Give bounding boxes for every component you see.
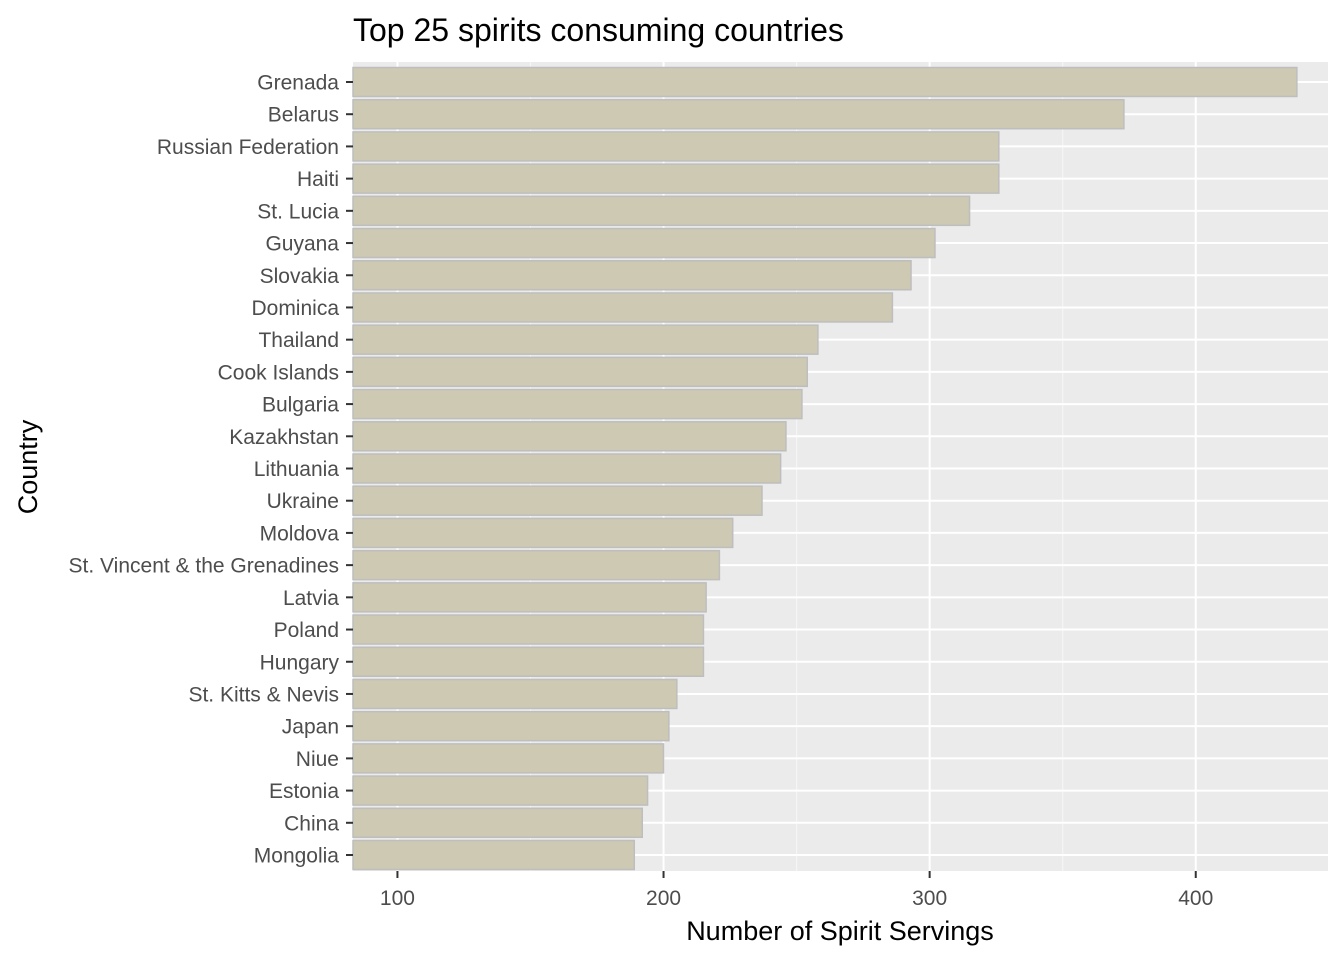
y-tick-label: Mongolia: [254, 845, 340, 868]
bar: [352, 678, 678, 710]
y-tick-label: Haiti: [297, 168, 339, 191]
chart-title: Top 25 spirits consuming countries: [353, 12, 844, 48]
bar: [352, 131, 1000, 162]
bar: [352, 163, 1000, 194]
x-tick-label: 400: [1178, 887, 1213, 910]
y-tick-label: Estonia: [269, 780, 339, 803]
y-tick-label: Bulgaria: [262, 394, 339, 417]
y-tick-label: St. Kitts & Nevis: [188, 683, 339, 706]
y-tick-label: Niue: [296, 748, 339, 771]
bar: [352, 356, 808, 388]
bar: [352, 710, 670, 742]
y-tick-label: Cook Islands: [218, 361, 339, 384]
y-tick-label: Slovakia: [260, 265, 340, 288]
bar: [352, 582, 707, 613]
bar: [352, 421, 787, 452]
y-tick-label: Latvia: [283, 587, 339, 610]
x-tick-label: 200: [646, 887, 681, 910]
bar: [352, 614, 705, 645]
x-axis-ticks: 100 200 300 400: [380, 871, 1213, 910]
y-tick-label: Belarus: [268, 104, 339, 127]
bar: [352, 646, 705, 677]
bar: [352, 775, 649, 806]
y-tick-label: Russian Federation: [157, 136, 339, 159]
bar: [352, 743, 665, 774]
x-axis-title: Number of Spirit Servings: [686, 916, 994, 946]
y-tick-label: Dominica: [251, 297, 339, 320]
y-tick-label: Kazakhstan: [229, 426, 339, 449]
y-tick-label: Ukraine: [267, 490, 339, 513]
y-axis-title: Country: [13, 419, 43, 514]
y-tick-label: Grenada: [257, 72, 339, 95]
y-tick-label: Japan: [282, 716, 339, 739]
y-tick-label: Hungary: [260, 651, 340, 674]
bar: [352, 66, 1298, 98]
bar: [352, 453, 782, 484]
x-tick-label: 100: [380, 887, 415, 910]
bar: [352, 195, 971, 227]
y-tick-label: China: [284, 812, 339, 835]
bar: [352, 807, 644, 839]
bar: [352, 485, 763, 516]
y-tick-label: St. Lucia: [257, 200, 339, 223]
bar: [352, 549, 721, 581]
bar: [352, 517, 734, 549]
bar: [352, 388, 803, 420]
x-tick-label: 300: [912, 887, 947, 910]
y-tick-label: Lithuania: [254, 458, 340, 481]
bar: [352, 98, 1125, 130]
bar: [352, 292, 894, 323]
y-tick-label: Guyana: [265, 233, 339, 256]
bar: [352, 227, 936, 259]
y-axis-ticks: Grenada Belarus Russian Federation Haiti St.…: [69, 72, 353, 868]
bar: [352, 839, 636, 871]
bar: [352, 324, 819, 355]
y-tick-label: St. Vincent & the Grenadines: [69, 555, 339, 578]
bar: [352, 260, 912, 291]
y-tick-label: Poland: [274, 619, 339, 642]
y-tick-label: Thailand: [258, 329, 339, 352]
y-tick-label: Moldova: [260, 522, 340, 545]
